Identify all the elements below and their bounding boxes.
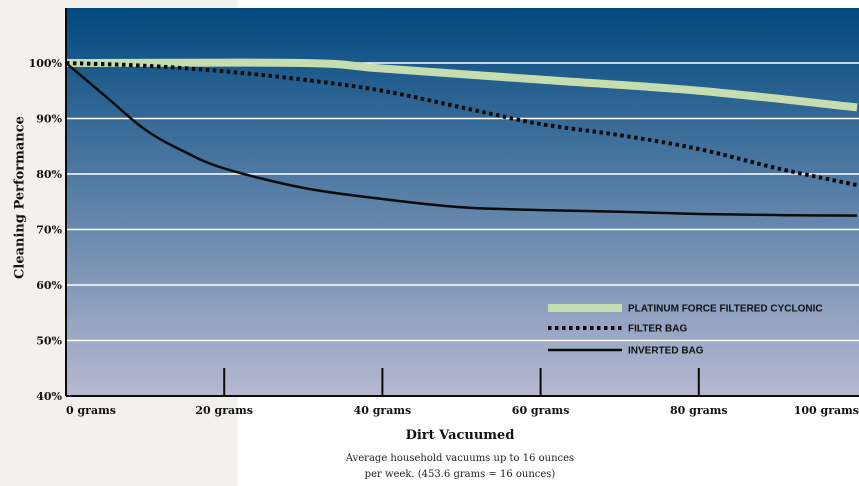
series-line-1 [65, 58, 858, 112]
legend-label: INVERTED BAG [628, 346, 704, 357]
y-tick-label: 70% [36, 224, 62, 237]
legend-label: FILTER BAG [628, 324, 687, 335]
series-line-2 [65, 61, 858, 188]
axes: 100% 90% 80% 70% 60% 50% 40% 0 grams 20 grams 40 … [29, 8, 859, 417]
x-tick-label: 60 grams [512, 404, 570, 417]
footnote: Average household vacuums up to 16 ounce… [290, 451, 630, 483]
footnote-line-1: Average household vacuums up to 16 ounce… [345, 453, 575, 464]
x-tick-label: 0 grams [66, 404, 116, 417]
y-tick-label: 100% [29, 57, 63, 70]
series-lines [65, 58, 858, 217]
x-tick-label: 100 grams [794, 404, 859, 417]
footnote-line-2: per week. (453.6 grams = 16 ounces) [364, 469, 556, 480]
legend: PLATINUM FORCE FILTERED CYCLONIC FILTER B… [548, 304, 823, 357]
x-tick-label: 40 grams [354, 404, 412, 417]
y-tick-label: 50% [36, 335, 62, 348]
y-axis-label: Cleaning Performance [12, 116, 28, 279]
y-tick-label: 80% [36, 168, 62, 181]
legend-label: PLATINUM FORCE FILTERED CYCLONIC [628, 304, 823, 315]
series-line-3 [65, 62, 858, 217]
y-tick-label: 90% [36, 113, 62, 126]
y-tick-label: 60% [36, 279, 62, 292]
y-tick-label: 40% [36, 390, 62, 403]
x-axis-label: Dirt Vacuumed [405, 428, 515, 443]
x-tick-label: 20 grams [195, 404, 253, 417]
x-tick-label: 80 grams [670, 404, 728, 417]
